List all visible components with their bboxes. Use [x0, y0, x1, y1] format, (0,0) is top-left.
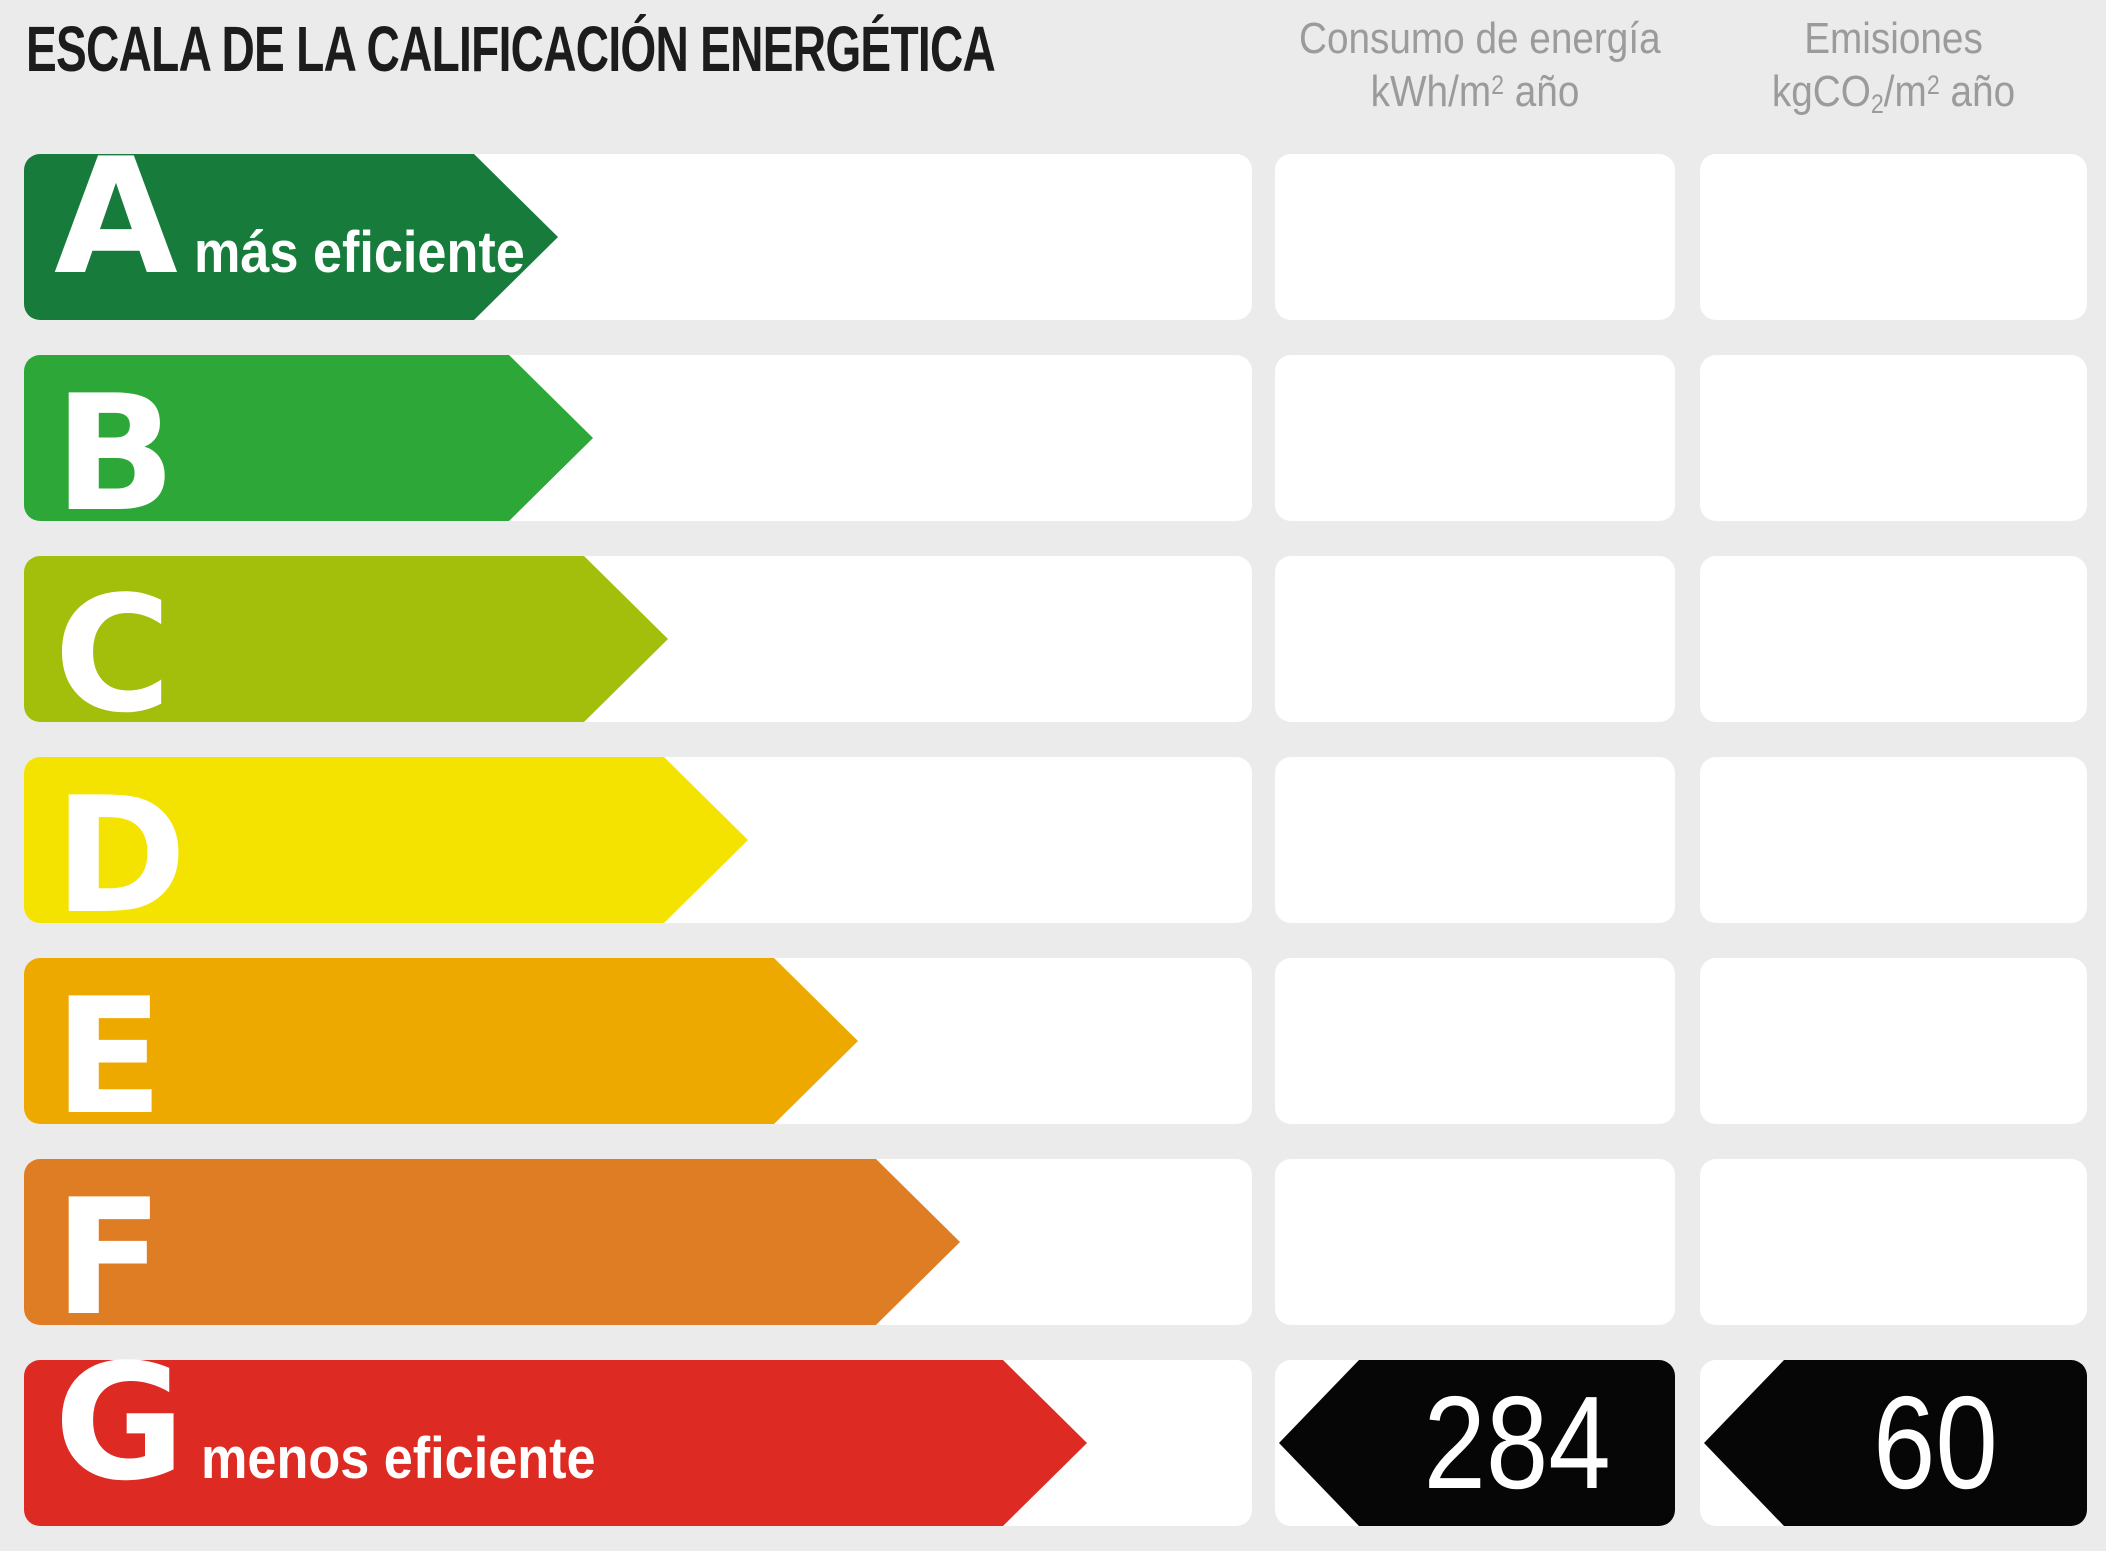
grade-letter: A — [54, 123, 178, 310]
energy-row: F — [0, 1159, 2106, 1338]
emissions-column-header: Emisiones kgCO2/m2 año — [1700, 12, 2087, 124]
rating-bar-arrow-icon — [876, 1159, 960, 1325]
rating-bar: D — [24, 757, 748, 936]
badge-left-arrow-icon — [1279, 1360, 1359, 1526]
page-title: ESCALA DE LA CALIFICACIÓN ENERGÉTICA — [26, 13, 996, 85]
badge-left-arrow-icon — [1704, 1360, 1784, 1526]
emissions-badge: 60 — [1704, 1360, 2087, 1526]
grade-letter: D — [54, 762, 187, 949]
consumption-cell — [1275, 1159, 1675, 1325]
consumption-cell — [1275, 355, 1675, 521]
emissions-cell — [1700, 556, 2087, 722]
consumption-cell — [1275, 757, 1675, 923]
rating-bar: E — [24, 958, 858, 1137]
grade-letter: G — [54, 1329, 186, 1516]
rating-bar-arrow-icon — [474, 154, 558, 320]
grade-letter: C — [54, 561, 172, 748]
efficiency-note: menos eficiente — [201, 1426, 596, 1491]
consumption-header-line1: Consumo de energía — [1299, 14, 1661, 63]
emissions-cell — [1700, 958, 2087, 1124]
emissions-header-unit: kgCO2/m2 año — [1771, 67, 2016, 120]
grade-letter: E — [54, 963, 164, 1150]
energy-row: C — [0, 556, 2106, 735]
rating-bar-arrow-icon — [774, 958, 858, 1124]
consumption-cell — [1275, 556, 1675, 722]
emissions-cell — [1700, 154, 2087, 320]
energy-row: B — [0, 355, 2106, 534]
grade-letter: B — [54, 360, 176, 547]
emissions-header-line1: Emisiones — [1804, 14, 1983, 63]
emissions-cell — [1700, 757, 2087, 923]
emissions-cell — [1700, 355, 2087, 521]
emissions-value: 60 — [1873, 1369, 1998, 1516]
emissions-cell — [1700, 1159, 2087, 1325]
consumption-header-unit: kWh/m2 año — [1370, 67, 1580, 116]
rating-bar-arrow-icon — [1003, 1360, 1087, 1526]
consumption-column-header: Consumo de energía kWh/m2 año — [1275, 12, 1675, 124]
consumption-cell — [1275, 154, 1675, 320]
consumption-badge: 284 — [1279, 1360, 1675, 1526]
rating-bar-arrow-icon — [664, 757, 748, 923]
rating-bar: B — [24, 355, 593, 534]
rating-bar-arrow-icon — [509, 355, 593, 521]
rating-bar: F — [24, 1159, 960, 1338]
consumption-cell — [1275, 958, 1675, 1124]
consumption-value: 284 — [1423, 1369, 1611, 1516]
grade-letter: F — [54, 1164, 164, 1351]
energy-row: E — [0, 958, 2106, 1137]
rating-bar: C — [24, 556, 668, 735]
energy-row: D — [0, 757, 2106, 936]
efficiency-note: más eficiente — [193, 220, 525, 285]
rating-bar-arrow-icon — [584, 556, 668, 722]
